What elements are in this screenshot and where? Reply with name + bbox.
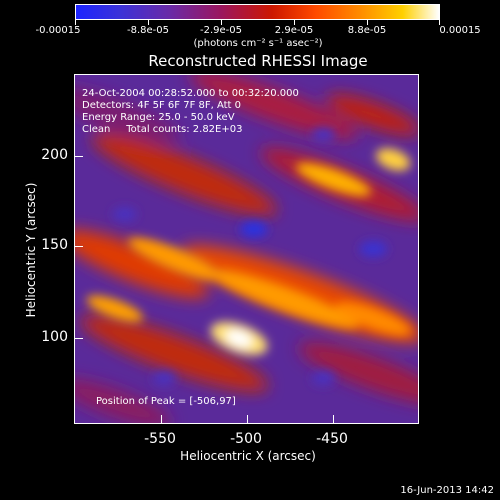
colorbar (75, 4, 440, 20)
peak-position: Position of Peak = [-506,97] (96, 396, 236, 407)
y-tick-label: 150 (41, 237, 68, 253)
timestamp: 16-Jun-2013 14:42 (400, 485, 494, 496)
colorbar-label: 0.00015 (439, 25, 481, 36)
info-detectors: Detectors: 4F 5F 6F 7F 8F, Att 0 (82, 100, 242, 111)
y-axis-label: Heliocentric Y (arcsec) (24, 182, 38, 318)
x-tick (333, 415, 334, 423)
colorbar-tick (439, 20, 440, 25)
x-tick (247, 415, 248, 423)
heatmap (75, 75, 418, 423)
y-tick (75, 156, 83, 157)
info-clean-counts: Clean Total counts: 2.82E+03 (82, 124, 243, 135)
colorbar-tick (75, 20, 76, 25)
colorbar-label: -8.8e-05 (127, 25, 169, 36)
colorbar-label: 2.9e-05 (274, 25, 314, 36)
y-tick-label: 200 (41, 147, 68, 163)
page-title: Reconstructed RHESSI Image (148, 52, 368, 70)
colorbar-tick (148, 20, 149, 25)
colorbar-tick (221, 20, 222, 25)
y-tick-label: 100 (41, 329, 68, 345)
x-tick-label: -450 (316, 431, 348, 447)
y-tick (75, 338, 83, 339)
colorbar-label: -0.00015 (35, 25, 81, 36)
colorbar-tick (294, 20, 295, 25)
rhessi-image (74, 74, 419, 424)
colorbar-tick (367, 20, 368, 25)
x-tick (161, 415, 162, 423)
colorbar-unit: (photons cm⁻² s⁻¹ asec⁻²) (193, 38, 323, 49)
colorbar-label: 8.8e-05 (347, 25, 387, 36)
info-time-range: 24-Oct-2004 00:28:52.000 to 00:32:20.000 (82, 88, 299, 99)
x-axis-label: Heliocentric X (arcsec) (180, 449, 316, 463)
x-tick-label: -500 (230, 431, 262, 447)
colorbar-label: -2.9e-05 (200, 25, 242, 36)
y-tick (75, 246, 83, 247)
info-energy-range: Energy Range: 25.0 - 50.0 keV (82, 112, 235, 123)
x-tick-label: -550 (144, 431, 176, 447)
